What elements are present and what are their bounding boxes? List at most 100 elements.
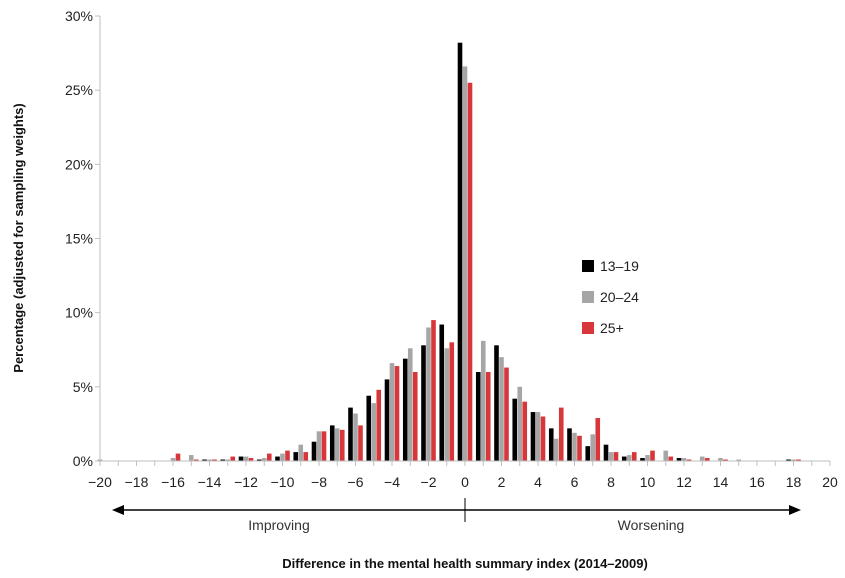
bar: [188, 455, 194, 461]
bar: [608, 452, 614, 461]
bar: [517, 386, 523, 461]
bar: [522, 401, 528, 461]
bar: [540, 416, 546, 461]
bar: [334, 428, 340, 461]
bar: [631, 452, 637, 461]
x-tick-label: −18: [125, 474, 149, 490]
direction-arrow: Improving Worsening: [112, 498, 801, 533]
bar: [280, 453, 285, 461]
bar: [311, 441, 317, 461]
bar: [485, 372, 491, 461]
bar: [590, 434, 596, 461]
bar: [193, 459, 199, 461]
bar: [499, 357, 504, 461]
bar: [718, 458, 723, 461]
bar: [353, 413, 358, 461]
bar: [640, 458, 645, 461]
x-tick-label: 10: [640, 474, 656, 490]
bar: [212, 459, 217, 461]
bar: [548, 428, 554, 461]
y-tick-label: 5%: [73, 379, 93, 395]
bar: [316, 431, 322, 461]
worsening-label: Worsening: [618, 517, 685, 533]
x-axis-ticks: −20 −18 −16 −14 −12 −10 −8 −6 −4 −2 0 2 4 6 8 10 12 14 16 1…: [88, 461, 838, 490]
x-tick-label: −16: [161, 474, 185, 490]
bar: [384, 379, 390, 461]
bar: [786, 459, 791, 461]
bar: [202, 459, 207, 461]
bar: [504, 367, 509, 461]
x-tick-label: 2: [498, 474, 506, 490]
bar: [407, 348, 413, 461]
legend-label: 25+: [600, 320, 624, 336]
bar: [366, 395, 372, 461]
y-tick-label: 0%: [73, 453, 93, 469]
bar: [558, 407, 564, 461]
bar: [421, 345, 426, 461]
bar: [303, 452, 309, 461]
y-axis-title: Percentage (adjusted for sampling weight…: [11, 103, 26, 372]
bar: [663, 450, 669, 461]
legend: 13–19 20–24 25+: [582, 258, 639, 336]
bar: [431, 320, 436, 461]
y-tick-label: 25%: [65, 82, 93, 98]
bar: [572, 432, 577, 461]
x-tick-label: −20: [88, 474, 112, 490]
arrow-right-head: [789, 505, 801, 515]
x-tick-label: 18: [786, 474, 802, 490]
x-tick-label: −4: [384, 474, 400, 490]
bar: [553, 438, 559, 461]
bar: [371, 403, 377, 461]
bar: [248, 458, 254, 461]
bar: [225, 459, 231, 461]
x-axis-title: Difference in the mental health summary …: [282, 556, 648, 571]
y-tick-label: 10%: [65, 305, 93, 321]
x-tick-label: 14: [713, 474, 729, 490]
bar: [791, 459, 796, 461]
bar: [512, 398, 518, 461]
y-tick-label: 30%: [65, 8, 93, 24]
bar: [704, 458, 710, 461]
bar: [449, 342, 455, 461]
bar: [298, 444, 304, 461]
bar: [603, 444, 609, 461]
bar: [439, 324, 445, 461]
x-tick-label: 16: [749, 474, 765, 490]
bar: [175, 453, 181, 461]
bar: [595, 417, 601, 461]
bar: [402, 358, 408, 461]
bar: [376, 389, 382, 461]
x-tick-label: −14: [198, 474, 222, 490]
bar: [494, 345, 499, 461]
bar: [285, 450, 290, 461]
bar: [207, 459, 212, 461]
x-tick-label: 12: [676, 474, 692, 490]
bar: [577, 435, 582, 461]
bar: [266, 453, 272, 461]
bar: [293, 452, 299, 461]
bar: [457, 42, 463, 461]
bar: [621, 456, 627, 461]
x-tick-label: −8: [311, 474, 327, 490]
bar: [736, 459, 742, 461]
bar: [796, 459, 801, 461]
bar: [676, 458, 682, 461]
bar: [686, 459, 692, 461]
bar: [220, 459, 226, 461]
x-tick-label: 0: [461, 474, 469, 490]
y-axis-ticks: 0% 5% 10% 15% 20% 25% 30%: [65, 8, 100, 469]
arrow-left-head: [112, 505, 124, 515]
bar: [426, 327, 431, 461]
bar: [626, 455, 632, 461]
legend-swatch: [582, 322, 594, 334]
bar: [261, 458, 267, 461]
bar: [329, 425, 335, 461]
bar: [238, 456, 244, 461]
bar: [462, 66, 468, 461]
legend-label: 20–24: [600, 289, 639, 305]
bar: [358, 425, 363, 461]
bar: [530, 412, 536, 461]
bar: [339, 429, 345, 461]
bar: [321, 431, 327, 461]
